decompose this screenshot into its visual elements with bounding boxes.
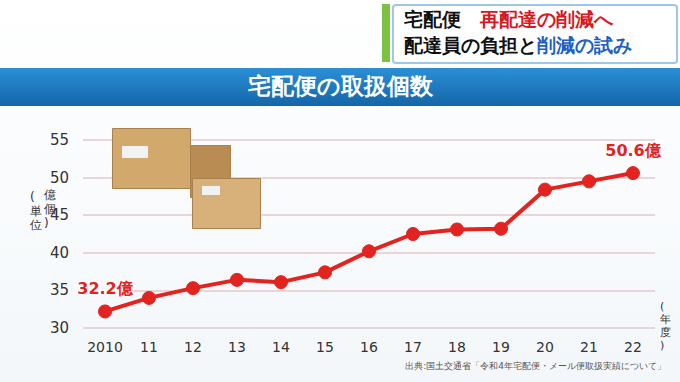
svg-text:宅配便: 宅配便: [404, 8, 480, 30]
svg-text:): ): [660, 339, 664, 352]
svg-text:40: 40: [50, 244, 69, 262]
svg-text:度: 度: [660, 326, 671, 339]
svg-text:55: 55: [50, 131, 69, 149]
svg-text:宅配便の取扱個数: 宅配便の取扱個数: [248, 73, 434, 99]
svg-text:19: 19: [492, 339, 510, 355]
svg-text:32.2億: 32.2億: [77, 279, 133, 298]
svg-text:20: 20: [536, 339, 554, 355]
svg-text:(: (: [660, 300, 664, 313]
svg-text:(: (: [30, 190, 35, 204]
svg-text:22: 22: [624, 339, 642, 355]
svg-text:単: 単: [30, 204, 42, 218]
svg-text:17: 17: [404, 339, 422, 355]
svg-text:位: 位: [30, 218, 42, 232]
svg-text:45: 45: [49, 206, 69, 225]
svg-text:15: 15: [316, 339, 334, 355]
svg-text:): ): [44, 216, 49, 230]
svg-text:個: 個: [44, 202, 56, 216]
svg-text:12: 12: [184, 339, 202, 355]
svg-text:11: 11: [140, 339, 158, 355]
svg-text:35: 35: [50, 281, 69, 299]
svg-text:年: 年: [660, 313, 671, 326]
svg-text:18: 18: [448, 339, 466, 355]
svg-text:50: 50: [50, 169, 69, 187]
svg-text:2010: 2010: [87, 339, 123, 355]
svg-text:億: 億: [44, 188, 56, 202]
svg-text:配達員の負担と: 配達員の負担と: [404, 34, 537, 56]
svg-text:13: 13: [228, 339, 246, 355]
svg-text:14: 14: [272, 339, 290, 355]
svg-text:再配達の削減へ: 再配達の削減へ: [479, 8, 614, 30]
svg-text:50.6億: 50.6億: [605, 141, 661, 160]
svg-text:30: 30: [50, 319, 69, 337]
svg-text:削減の試み: 削減の試み: [536, 34, 632, 56]
svg-text:21: 21: [580, 339, 598, 355]
svg-text:16: 16: [360, 339, 378, 355]
svg-text:出典:国土交通省「令和4年宅配便・メール便取扱実績について」: 出典:国土交通省「令和4年宅配便・メール便取扱実績について」: [405, 361, 666, 371]
